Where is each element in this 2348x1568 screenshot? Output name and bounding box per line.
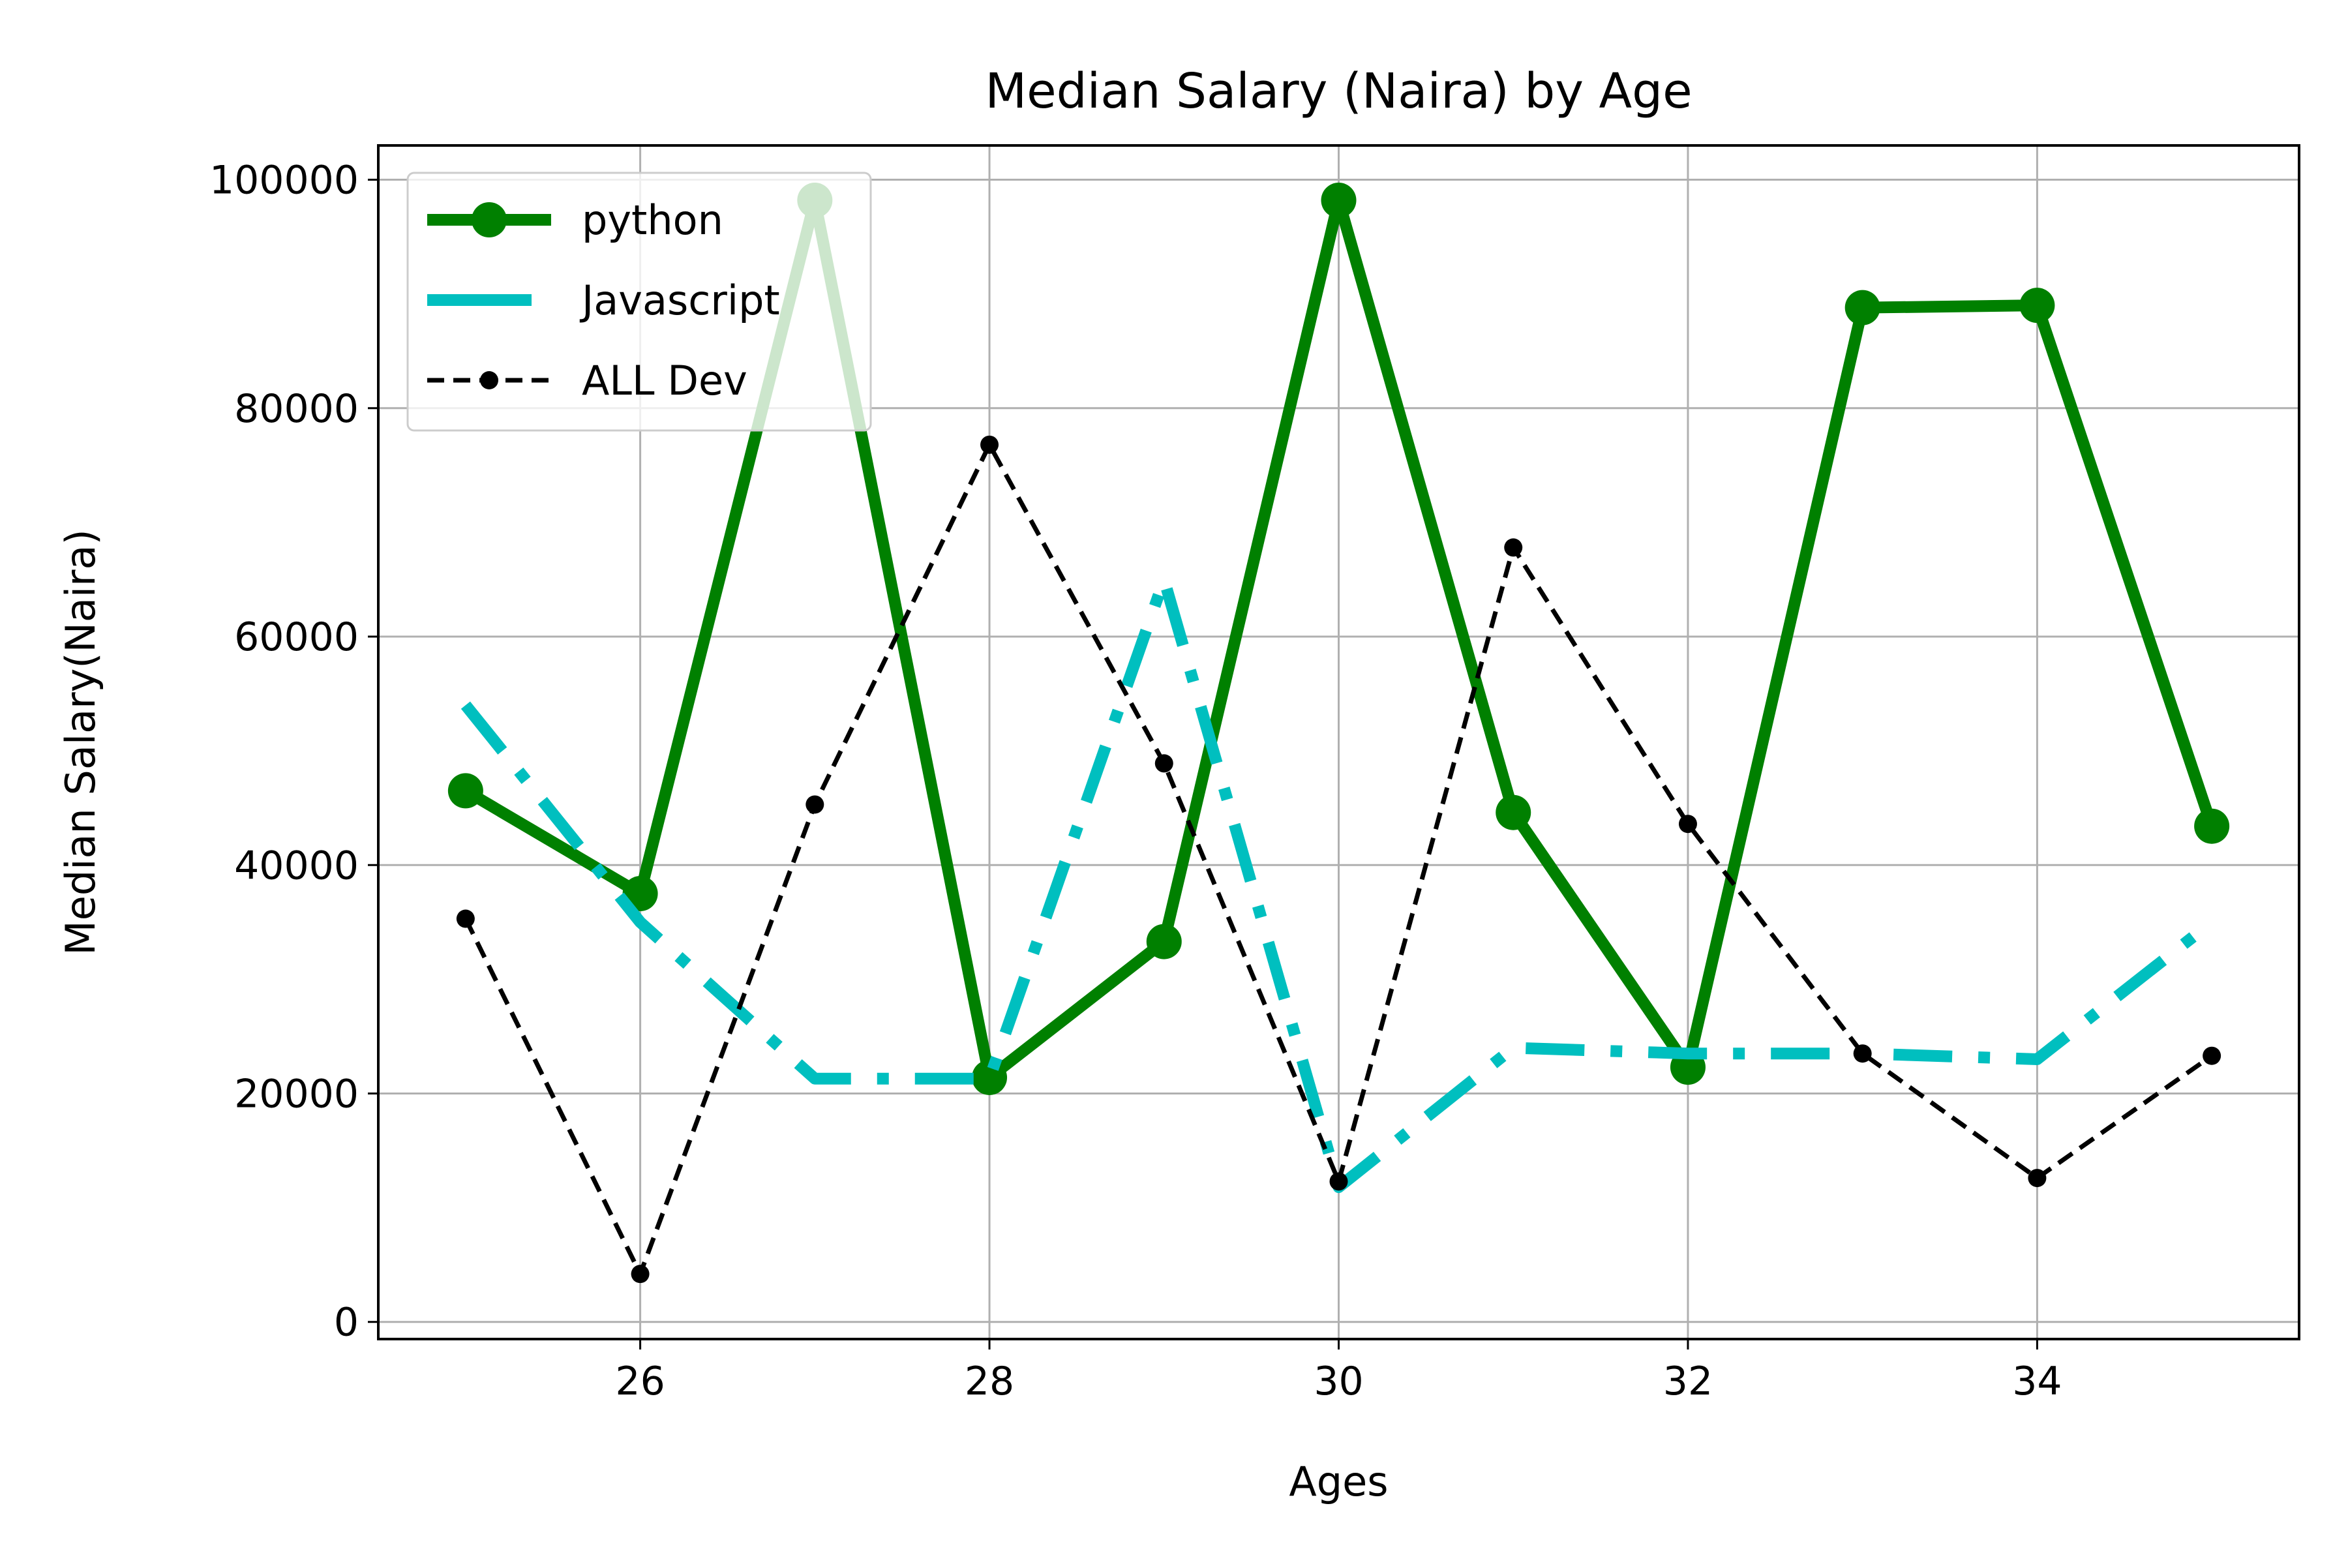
- axes-ticks: 26 28 30 32 34 0 20000 40000 60000 80000 100000: [209, 158, 2062, 1404]
- data-point: [1329, 1172, 1348, 1191]
- data-point: [2019, 288, 2055, 324]
- legend-label: ALL Dev: [582, 357, 747, 404]
- legend-item: Javascript: [427, 277, 780, 324]
- x-axis-title: Ages: [1289, 1458, 1388, 1505]
- legend-item: python: [427, 196, 723, 244]
- y-tick-label: 40000: [234, 843, 359, 888]
- legend-item: ALL Dev: [427, 357, 747, 404]
- x-tick-label: 32: [1663, 1359, 1713, 1404]
- grid: [378, 145, 2299, 1339]
- data-point: [1496, 794, 1531, 830]
- legend-label: Javascript: [579, 277, 780, 324]
- legend-label: python: [582, 196, 723, 244]
- data-point: [1844, 290, 1880, 325]
- data-point: [1146, 924, 1182, 959]
- data-point: [2203, 1046, 2221, 1065]
- data-point: [2028, 1169, 2047, 1188]
- series-all-dev: [456, 435, 2221, 1284]
- data-point: [1154, 754, 1173, 773]
- data-point: [2194, 808, 2230, 844]
- x-tick-label: 26: [615, 1359, 665, 1404]
- chart-title: Median Salary (Naira) by Age: [985, 63, 1692, 119]
- x-tick-label: 34: [2012, 1359, 2062, 1404]
- data-point: [1678, 815, 1697, 834]
- data-point: [631, 1265, 650, 1284]
- data-point: [447, 773, 483, 809]
- x-tick-label: 30: [1314, 1359, 1363, 1404]
- y-axis-title: Median Salary(Naira): [57, 529, 104, 955]
- x-tick-label: 28: [965, 1359, 1014, 1404]
- legend-marker: [480, 371, 498, 389]
- y-tick-label: 60000: [234, 614, 359, 660]
- data-point: [1504, 538, 1523, 557]
- data-point: [1321, 183, 1357, 219]
- legend-box: [406, 172, 872, 432]
- data-point: [1853, 1044, 1872, 1063]
- y-tick-label: 20000: [234, 1071, 359, 1117]
- data-point: [980, 435, 999, 454]
- series-line: [463, 442, 2214, 1276]
- data-point: [805, 795, 824, 814]
- legend: python Javascript ALL Dev: [406, 172, 872, 432]
- data-point: [456, 909, 475, 928]
- y-tick-label: 0: [334, 1300, 359, 1346]
- legend-marker: [472, 202, 507, 237]
- y-tick-label: 100000: [209, 158, 359, 204]
- y-tick-label: 80000: [234, 386, 359, 432]
